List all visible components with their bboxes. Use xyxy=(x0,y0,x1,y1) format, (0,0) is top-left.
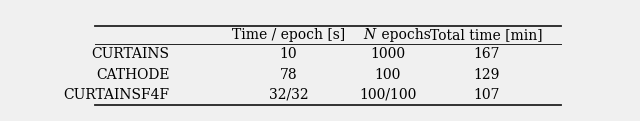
Text: Total time [min]: Total time [min] xyxy=(431,28,543,42)
Text: CURTAINSF4F: CURTAINSF4F xyxy=(63,88,169,102)
Text: 100/100: 100/100 xyxy=(359,88,416,102)
Text: 107: 107 xyxy=(474,88,500,102)
Text: 1000: 1000 xyxy=(370,47,405,61)
Text: Time / epoch [s]: Time / epoch [s] xyxy=(232,28,345,42)
Text: 78: 78 xyxy=(280,68,297,82)
Text: epochs: epochs xyxy=(376,28,431,42)
Text: 129: 129 xyxy=(474,68,500,82)
Text: N: N xyxy=(363,28,375,42)
Text: CURTAINS: CURTAINS xyxy=(92,47,169,61)
Text: 100: 100 xyxy=(374,68,401,82)
Text: 10: 10 xyxy=(280,47,297,61)
Text: 32/32: 32/32 xyxy=(269,88,308,102)
Text: CATHODE: CATHODE xyxy=(96,68,169,82)
Text: 167: 167 xyxy=(474,47,500,61)
